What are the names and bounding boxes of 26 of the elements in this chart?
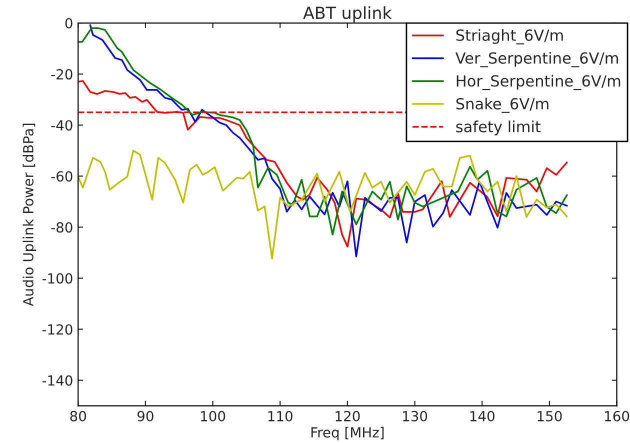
x-tick-label: 160 xyxy=(605,410,630,422)
x-tick-label: 80 xyxy=(70,410,86,422)
legend-label: Striaght_6V/m xyxy=(456,29,563,44)
x-tick-label: 110 xyxy=(268,410,292,422)
legend-label: safety limit xyxy=(456,120,541,136)
y-tick-label: -80 xyxy=(51,222,72,233)
chart-title: ABT uplink xyxy=(303,6,392,22)
legend-label: Ver_Serpentine_6V/m xyxy=(455,52,618,68)
y-tick-label: -60 xyxy=(51,171,72,182)
y-tick-label: -140 xyxy=(42,375,72,386)
x-tick-label: 140 xyxy=(470,410,494,422)
x-axis-title: Freq [MHz] xyxy=(311,426,384,440)
y-tick-label: -40 xyxy=(51,120,72,131)
x-tick-label: 120 xyxy=(336,410,360,422)
y-tick-label: 0 xyxy=(65,18,72,29)
y-tick-label: -100 xyxy=(42,273,72,284)
x-tick-label: 150 xyxy=(538,410,562,422)
x-tick-label: 130 xyxy=(403,410,428,422)
y-tick-label: -20 xyxy=(51,69,72,80)
legend-label: Hor_Serpentine_6V/m xyxy=(456,74,620,90)
y-tick-label: -120 xyxy=(42,324,72,335)
legend-label: Snake_6V/m xyxy=(456,98,548,113)
y-axis-title: Audio Uplink Power [dBPa] xyxy=(22,124,36,306)
x-tick-label: 90 xyxy=(137,410,154,422)
x-tick-label: 100 xyxy=(201,410,226,422)
line-series xyxy=(78,150,568,260)
